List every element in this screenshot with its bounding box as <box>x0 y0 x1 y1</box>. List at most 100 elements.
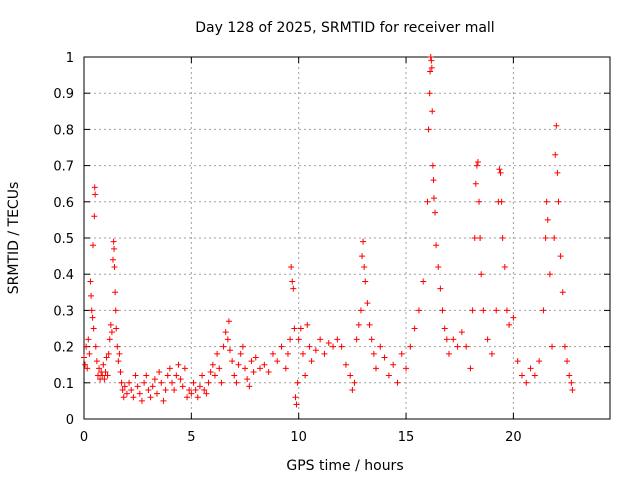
data-point <box>467 365 474 372</box>
y-tick-label: 0.2 <box>53 341 74 356</box>
data-point <box>108 329 115 336</box>
data-point <box>361 263 368 270</box>
x-tick-label: 15 <box>398 430 415 445</box>
data-point <box>471 235 478 241</box>
data-point <box>288 263 295 270</box>
y-tick-label: 0.4 <box>53 268 74 283</box>
data-point <box>498 198 505 205</box>
data-point <box>428 57 435 64</box>
data-point <box>484 336 491 343</box>
data-point <box>430 195 437 202</box>
data-point <box>501 263 508 270</box>
data-point <box>194 394 201 401</box>
data-point <box>372 365 379 372</box>
data-point <box>357 307 364 314</box>
x-tick-label: 0 <box>80 430 88 445</box>
data-point <box>429 108 436 115</box>
data-point <box>474 158 481 165</box>
data-point <box>239 343 246 350</box>
data-point <box>196 383 203 390</box>
data-point <box>244 376 251 383</box>
data-point <box>308 358 315 365</box>
data-point <box>164 372 171 379</box>
data-point <box>355 321 362 328</box>
data-point <box>381 354 388 361</box>
data-point <box>342 361 349 368</box>
data-point <box>162 387 169 394</box>
data-point <box>156 368 163 375</box>
data-point <box>536 358 543 365</box>
data-point <box>291 325 298 332</box>
data-point <box>317 336 324 343</box>
data-point <box>555 198 562 205</box>
data-point <box>90 325 97 332</box>
data-point <box>257 365 264 372</box>
data-point <box>93 358 100 365</box>
data-point <box>128 387 135 394</box>
data-point <box>86 350 93 357</box>
data-point <box>111 263 118 270</box>
data-point <box>114 343 121 350</box>
data-point <box>437 285 444 292</box>
data-point <box>394 379 401 386</box>
data-point <box>184 394 191 401</box>
data-point <box>136 390 143 397</box>
data-point <box>123 390 130 397</box>
data-point <box>569 387 576 394</box>
data-point <box>147 394 154 401</box>
data-point <box>561 343 568 350</box>
data-point <box>325 339 332 346</box>
data-point <box>99 372 106 379</box>
data-point <box>83 343 90 350</box>
data-point <box>205 379 212 386</box>
data-point <box>91 213 98 220</box>
data-point <box>557 253 564 260</box>
data-point <box>411 325 418 332</box>
data-point <box>90 242 97 249</box>
data-point <box>248 358 255 365</box>
data-point <box>523 379 530 386</box>
data-point <box>430 177 437 184</box>
data-point <box>107 321 114 328</box>
data-point <box>469 307 476 314</box>
data-point <box>88 292 95 299</box>
data-point <box>426 90 433 97</box>
data-point <box>540 307 547 314</box>
data-point <box>126 379 133 386</box>
data-point <box>88 307 95 314</box>
data-point <box>113 325 120 332</box>
data-point <box>116 350 123 357</box>
data-point <box>158 379 165 386</box>
data-point <box>105 350 112 357</box>
data-point <box>458 329 465 336</box>
data-point <box>549 343 556 350</box>
y-tick-label: 0.9 <box>53 87 74 102</box>
data-point <box>473 162 480 169</box>
data-point <box>364 300 371 307</box>
data-point <box>261 361 268 368</box>
data-point <box>101 376 108 383</box>
data-point <box>559 289 566 296</box>
chart-title: Day 128 of 2025, SRMTID for receiver mal… <box>195 20 494 36</box>
data-point <box>117 368 124 375</box>
data-point <box>443 336 450 343</box>
data-points <box>81 54 576 408</box>
data-point <box>141 379 148 386</box>
data-point <box>132 372 139 379</box>
data-point <box>427 68 434 75</box>
data-point <box>493 307 500 314</box>
data-point <box>360 238 367 245</box>
data-point <box>85 336 92 343</box>
data-point <box>290 285 297 292</box>
data-point <box>415 307 422 314</box>
data-point <box>151 376 158 383</box>
x-tick-label: 5 <box>187 430 195 445</box>
data-point <box>192 387 199 394</box>
data-point <box>100 361 107 368</box>
data-point <box>564 358 571 365</box>
data-point <box>553 122 560 129</box>
data-point <box>407 343 414 350</box>
data-point <box>385 372 392 379</box>
data-point <box>299 350 306 357</box>
data-point <box>527 365 534 372</box>
